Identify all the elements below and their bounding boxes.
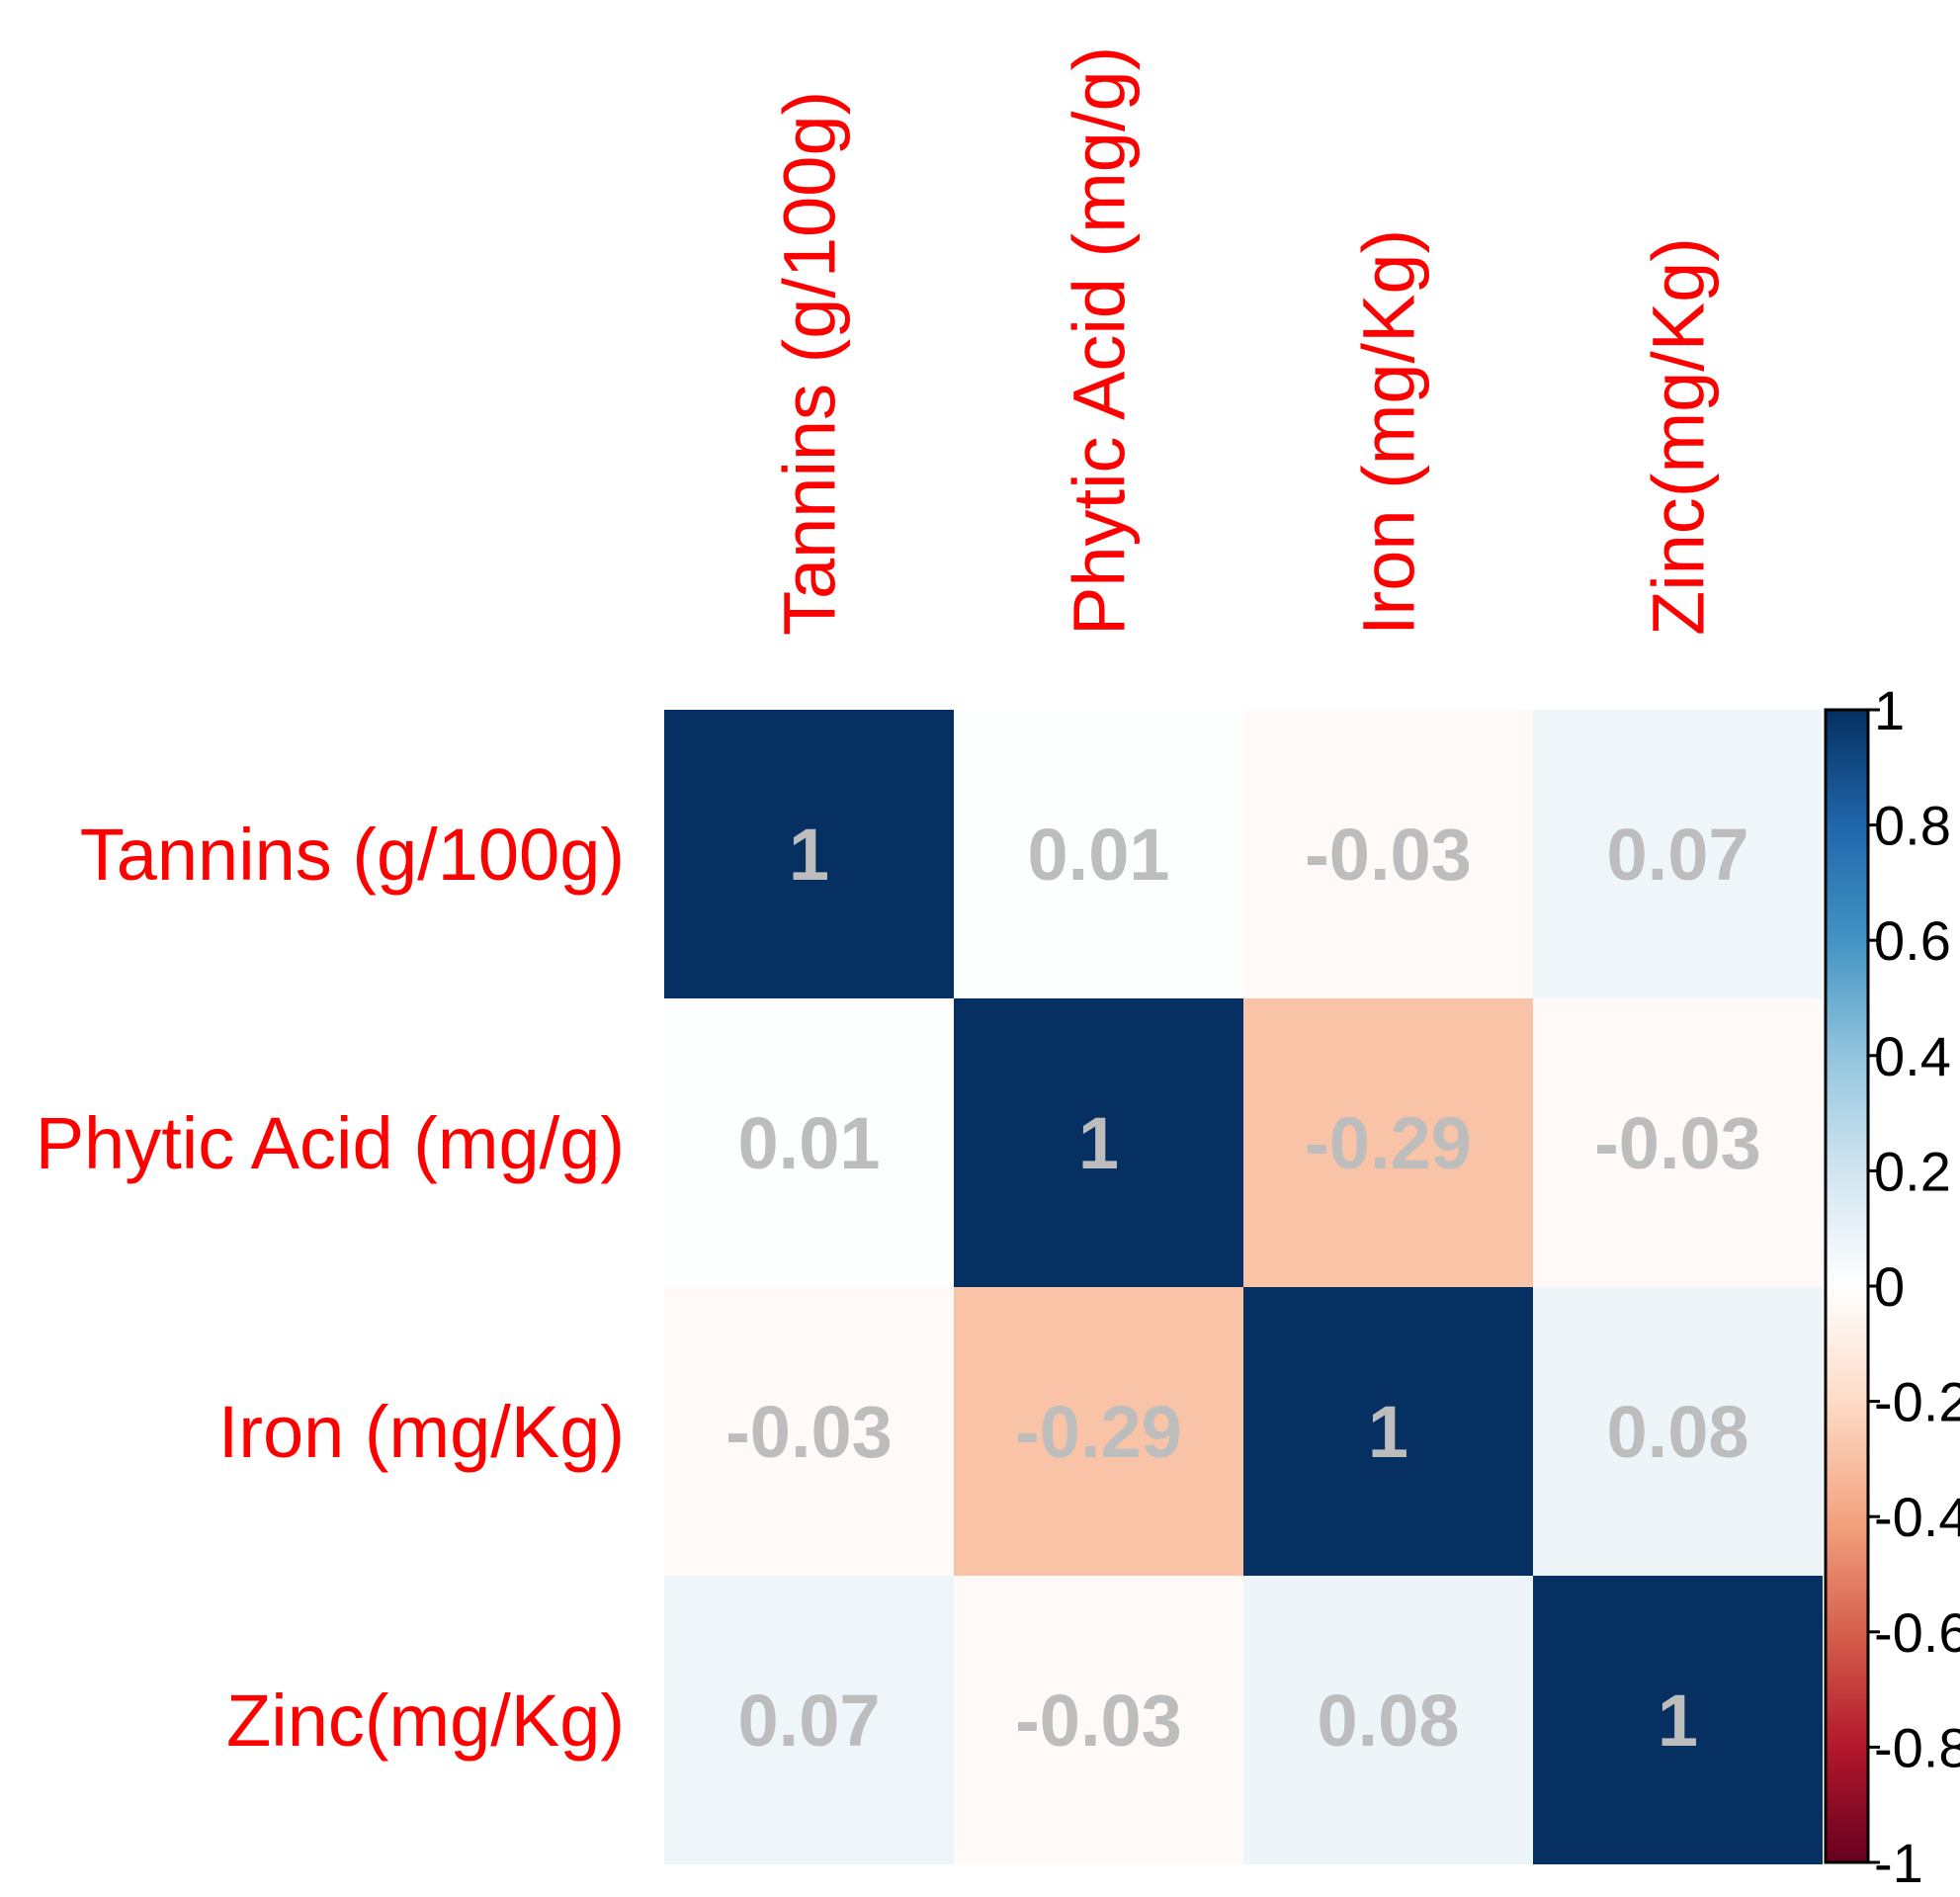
cell-value-label: 1 (1658, 1680, 1698, 1762)
colorbar-tick-label: 1 (1874, 679, 1905, 741)
heatmap-cell (1533, 998, 1823, 1287)
cell-value-label: -0.03 (1015, 1680, 1182, 1762)
colorbar-tick-label: 0.4 (1874, 1025, 1951, 1087)
cell-value-label: 1 (1078, 1102, 1119, 1184)
row-label: Zinc(mg/Kg) (226, 1680, 625, 1762)
column-label: Zinc(mg/Kg) (1638, 237, 1720, 636)
cell-value-label: 0.07 (1606, 814, 1748, 896)
column-labels: Tannins (g/100g) Phytic Acid (mg/g) Iron… (769, 46, 1720, 636)
column-label: Phytic Acid (mg/g) (1059, 46, 1141, 636)
heatmap-cell (664, 998, 954, 1287)
cell-value-label: -0.03 (725, 1391, 893, 1473)
heatmap-cell (954, 1576, 1243, 1864)
heatmap-cell (1533, 710, 1823, 998)
heatmap-cell (1533, 1576, 1823, 1864)
colorbar-tick-label: -0.4 (1874, 1486, 1960, 1548)
row-labels: Tannins (g/100g) Phytic Acid (mg/g) Iron… (36, 814, 625, 1762)
cell-value-label: 1 (789, 814, 829, 896)
colorbar-tick-label: 0.8 (1874, 795, 1951, 857)
colorbar-tick-label: 0 (1874, 1255, 1905, 1318)
cell-value-label: 0.07 (737, 1680, 880, 1762)
heatmap-cell (1243, 1576, 1533, 1864)
heatmap-cell (664, 1287, 954, 1576)
heatmap-cell (954, 1287, 1243, 1576)
cell-value-label: -0.29 (1305, 1102, 1472, 1184)
column-label: Tannins (g/100g) (769, 91, 851, 636)
column-label: Iron (mg/Kg) (1348, 229, 1430, 636)
heatmap-cell (1533, 1287, 1823, 1576)
cell-value-label: 0.08 (1317, 1680, 1459, 1762)
colorbar-tick-label: -0.2 (1874, 1371, 1960, 1433)
cell-value-label: 1 (1368, 1391, 1408, 1473)
row-label: Iron (mg/Kg) (218, 1391, 625, 1473)
colorbar-tick-label: -0.6 (1874, 1601, 1960, 1664)
heatmap-cells: 1 0.01 -0.03 0.07 0.01 1 -0.29 -0.03 -0.03 -0.29 1… (664, 710, 1823, 1864)
cell-value-label: 0.01 (737, 1102, 880, 1184)
cell-value-label: 0.08 (1606, 1391, 1748, 1473)
colorbar-tick-label: 0.6 (1874, 909, 1951, 972)
cell-value-label: -0.03 (1594, 1102, 1761, 1184)
cell-value-label: 0.01 (1027, 814, 1169, 896)
heatmap-cell (954, 710, 1243, 998)
heatmap-cell (1243, 710, 1533, 998)
heatmap-cell (1243, 1287, 1533, 1576)
heatmap-cell (954, 998, 1243, 1287)
heatmap-cell (664, 1576, 954, 1864)
colorbar (1824, 708, 1870, 1864)
colorbar-tick-label: -1 (1874, 1832, 1923, 1894)
colorbar-ticks: 1 0.8 0.6 0.4 0.2 0 -0.2 -0.4 -0.6 -0.8 -1 (1868, 679, 1960, 1894)
heatmap-cell (664, 710, 954, 998)
colorbar-tick-label: 0.2 (1874, 1140, 1951, 1202)
row-label: Phytic Acid (mg/g) (36, 1102, 625, 1184)
row-label: Tannins (g/100g) (80, 814, 625, 896)
colorbar-legend: 1 0.8 0.6 0.4 0.2 0 -0.2 -0.4 -0.6 -0.8 -1 (1824, 679, 1960, 1894)
cell-value-label: -0.03 (1305, 814, 1472, 896)
heatmap-cell (1243, 998, 1533, 1287)
colorbar-tick-label: -0.8 (1874, 1716, 1960, 1778)
cell-value-label: -0.29 (1015, 1391, 1182, 1473)
